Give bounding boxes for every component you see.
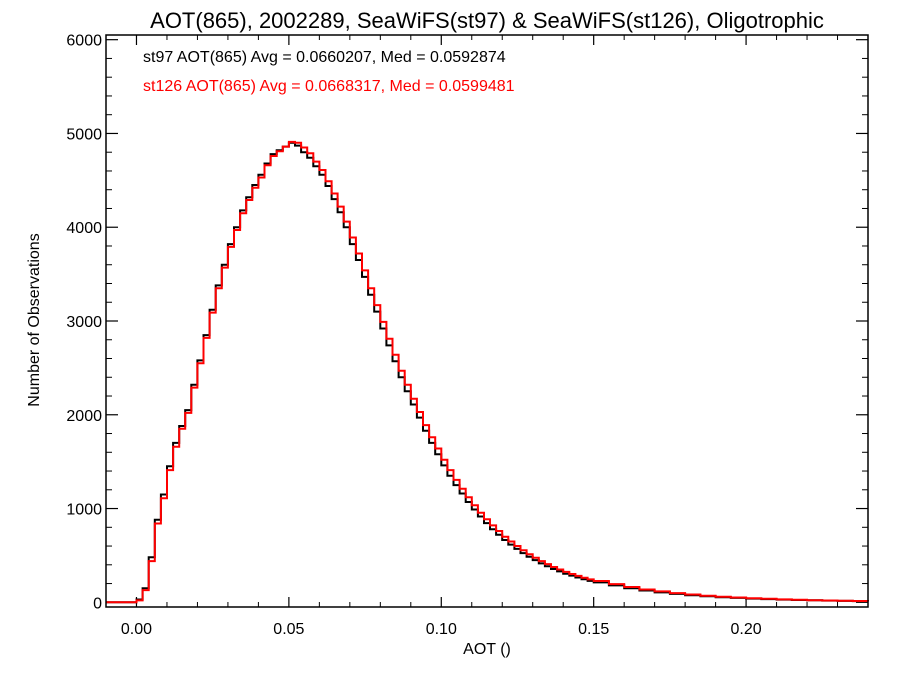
plot-frame: [105, 34, 869, 608]
y-tick-label: 0: [93, 595, 102, 612]
x-tick-label: 0.05: [273, 621, 304, 638]
x-axis-label: AOT (): [463, 641, 511, 658]
x-tick-label: 0.20: [731, 621, 762, 638]
y-tick-label: 4000: [66, 220, 102, 237]
annotation-st126: st126 AOT(865) Avg = 0.0668317, Med = 0.…: [143, 78, 515, 95]
chart-title: AOT(865), 2002289, SeaWiFS(st97) & SeaWi…: [150, 8, 824, 33]
x-tick-label: 0.10: [426, 621, 457, 638]
y-tick-label: 3000: [66, 314, 102, 331]
x-tick-label: 0.15: [578, 621, 609, 638]
y-axis-label: Number of Observations: [26, 233, 43, 406]
axis-ticks: 0.00 0.05 0.10 0.15 0.20 0 1000 2000 3000 4000 500…: [66, 33, 868, 638]
plot-series: [106, 140, 869, 604]
annotation-st97: st97 AOT(865) Avg = 0.0660207, Med = 0.0…: [143, 49, 506, 66]
y-tick-label: 5000: [66, 126, 102, 143]
y-tick-label: 2000: [66, 408, 102, 425]
series-line-st126: [106, 140, 869, 604]
y-tick-label: 6000: [66, 33, 102, 50]
x-tick-label: 0.00: [121, 621, 152, 638]
y-tick-label: 1000: [66, 502, 102, 519]
